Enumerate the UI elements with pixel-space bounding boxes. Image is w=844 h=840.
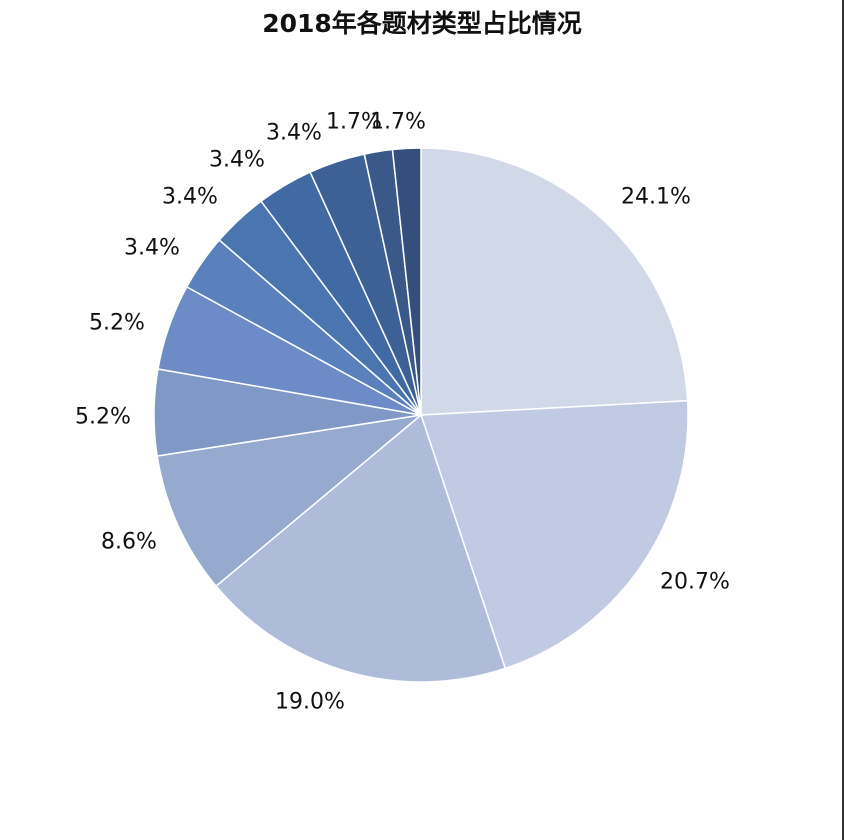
- slice-label-12: 1.7%: [370, 110, 426, 135]
- pie-slice-2: [419, 399, 689, 670]
- slice-label-7: 3.4%: [124, 236, 180, 261]
- slice-label-1: 24.1%: [621, 185, 691, 210]
- slice-label-11: 1.7%: [326, 110, 382, 135]
- slice-label-6: 5.2%: [89, 311, 145, 336]
- pie-slice-3: [214, 413, 507, 683]
- slice-label-10: 3.4%: [266, 121, 322, 146]
- slice-label-4: 8.6%: [101, 530, 157, 555]
- slice-label-2: 20.7%: [660, 570, 730, 595]
- pie-slice-1: [420, 147, 689, 416]
- pie-labels: 24.1%20.7%19.0%8.6%5.2%5.2%3.4%3.4%3.4%3…: [75, 110, 730, 715]
- chart-title: 2018年各题材类型占比情况: [262, 9, 582, 38]
- pie-slice-4: [156, 413, 424, 588]
- pie-slice-12: [391, 147, 422, 416]
- slice-label-9: 3.4%: [209, 148, 265, 173]
- slice-label-8: 3.4%: [162, 185, 218, 210]
- slice-label-3: 19.0%: [275, 690, 345, 715]
- pie-slices: [153, 147, 689, 683]
- slice-label-5: 5.2%: [75, 405, 131, 430]
